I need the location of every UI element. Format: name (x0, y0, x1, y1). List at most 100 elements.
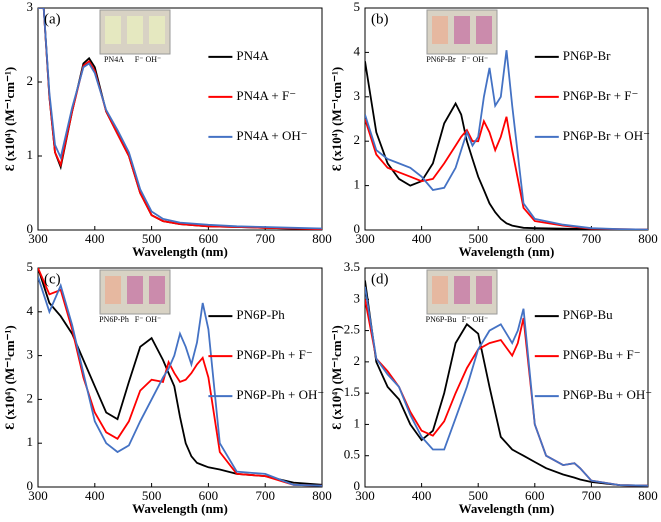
y-tick-label: 2 (354, 132, 361, 147)
y-tick-label: 5 (354, 0, 361, 14)
y-tick-label: 0 (354, 478, 361, 493)
inset-label: PN6P-Br (426, 55, 456, 64)
data-line (38, 8, 322, 230)
vial (105, 276, 121, 304)
y-tick-label: 1.5 (344, 384, 360, 399)
x-tick-label: 800 (312, 488, 332, 503)
plot-frame (37, 267, 323, 488)
inset-label: F⁻ OH⁻ (135, 315, 161, 324)
x-tick-label: 600 (525, 488, 545, 503)
vial (476, 276, 492, 304)
x-tick-label: 300 (355, 231, 375, 246)
vial (476, 16, 492, 44)
legend-label: PN6P-Ph + F⁻ (236, 347, 312, 362)
panel-label: (d) (371, 271, 389, 287)
x-tick-label: 400 (412, 488, 432, 503)
y-tick-label: 0 (354, 221, 361, 236)
y-tick-label: 0.5 (344, 447, 360, 462)
data-line (365, 286, 648, 487)
vial (127, 276, 143, 304)
x-tick-label: 300 (355, 488, 375, 503)
vial (149, 276, 165, 304)
legend-label: PN6P-Bu + F⁻ (563, 347, 641, 362)
panel: 300 400 500 600 700 800 0 1 2 3 Wavelength (nm) Ɛ (… (2, 0, 332, 259)
x-tick-label: 600 (199, 488, 219, 503)
legend-label: PN6P-Br + F⁻ (563, 88, 639, 103)
panel-label: (a) (44, 11, 61, 27)
x-tick-label: 600 (199, 231, 219, 246)
y-tick-label: 4 (27, 303, 34, 318)
y-axis-label: Ɛ (x10⁴) (M⁻¹cm⁻¹) (2, 67, 17, 171)
y-tick-label: 0 (27, 221, 34, 236)
x-tick-label: 800 (638, 488, 658, 503)
data-line (365, 280, 648, 487)
legend-label: PN6P-Ph (236, 307, 285, 322)
y-tick-label: 1 (354, 177, 361, 192)
y-tick-label: 2.5 (344, 322, 360, 337)
inset-label: F⁻ OH⁻ (462, 315, 488, 324)
y-tick-label: 3.5 (344, 259, 360, 274)
data-line (38, 276, 322, 487)
data-line (38, 8, 322, 230)
x-tick-label: 400 (85, 488, 105, 503)
y-tick-label: 4 (354, 43, 361, 58)
y-axis-label: Ɛ (x10⁴) (M⁻¹cm⁻¹) (329, 325, 344, 429)
data-line (38, 268, 322, 486)
vial (432, 276, 448, 304)
y-tick-label: 3 (354, 88, 361, 103)
legend-label: PN6P-Ph + OH⁻ (236, 387, 324, 402)
x-tick-label: 300 (28, 488, 48, 503)
y-tick-label: 3 (27, 347, 34, 362)
y-tick-label: 2 (27, 73, 34, 88)
x-tick-label: 700 (582, 488, 602, 503)
panel: 300 400 500 600 700 800 0 1 2 3 4 5 Wavelength (nm) Ɛ… (329, 0, 658, 259)
x-axis-label: Wavelength (nm) (132, 244, 228, 259)
x-tick-label: 800 (312, 231, 332, 246)
x-axis-label: Wavelength (nm) (132, 501, 228, 516)
x-tick-label: 500 (142, 231, 162, 246)
vial (454, 276, 470, 304)
x-axis-label: Wavelength (nm) (459, 501, 555, 516)
panel: 300 400 500 600 700 800 0 1 2 3 4 5 Wavelength (nm) Ɛ… (2, 259, 332, 516)
data-line (365, 50, 648, 230)
legend-label: PN6P-Bu (563, 307, 613, 322)
data-line (38, 268, 322, 487)
x-tick-label: 500 (468, 231, 488, 246)
y-tick-label: 2 (27, 390, 34, 405)
data-line (365, 116, 648, 230)
y-tick-label: 3 (27, 0, 34, 14)
y-tick-label: 1 (27, 147, 34, 162)
inset-label: PN4A (104, 55, 124, 64)
legend-label: PN4A + F⁻ (236, 88, 296, 103)
y-axis-label: Ɛ (x10⁴) (M⁻¹cm⁻¹) (329, 67, 344, 171)
vial (149, 16, 165, 44)
x-tick-label: 300 (28, 231, 48, 246)
legend-label: PN6P-Bu + OH⁻ (563, 387, 652, 402)
x-tick-label: 500 (468, 488, 488, 503)
panel-label: (c) (44, 271, 61, 287)
y-axis-label: Ɛ (x10⁴) (M⁻¹cm⁻¹) (2, 325, 17, 429)
legend-label: PN4A + OH⁻ (236, 128, 307, 143)
panel-label: (b) (371, 11, 389, 27)
vial (105, 16, 121, 44)
vial (454, 16, 470, 44)
panel: 300 400 500 600 700 800 0 0.5 1 1.5 2 2.5 3 3.5 Wavele… (329, 259, 658, 516)
x-tick-label: 500 (142, 488, 162, 503)
legend-label: PN6P-Br (563, 48, 611, 63)
inset-label: PN6P-Bu (426, 315, 457, 324)
y-tick-label: 5 (27, 259, 34, 274)
legend-label: PN4A (236, 48, 269, 63)
x-tick-label: 400 (412, 231, 432, 246)
plot-frame (37, 7, 323, 231)
vial (432, 16, 448, 44)
x-tick-label: 800 (638, 231, 658, 246)
x-tick-label: 700 (582, 231, 602, 246)
x-tick-label: 400 (85, 231, 105, 246)
y-tick-label: 0 (27, 478, 34, 493)
plot-frame (364, 267, 649, 488)
data-line (38, 8, 322, 230)
x-tick-label: 700 (255, 488, 275, 503)
inset-label: F⁻ OH⁻ (462, 55, 488, 64)
y-tick-label: 1 (354, 415, 361, 430)
